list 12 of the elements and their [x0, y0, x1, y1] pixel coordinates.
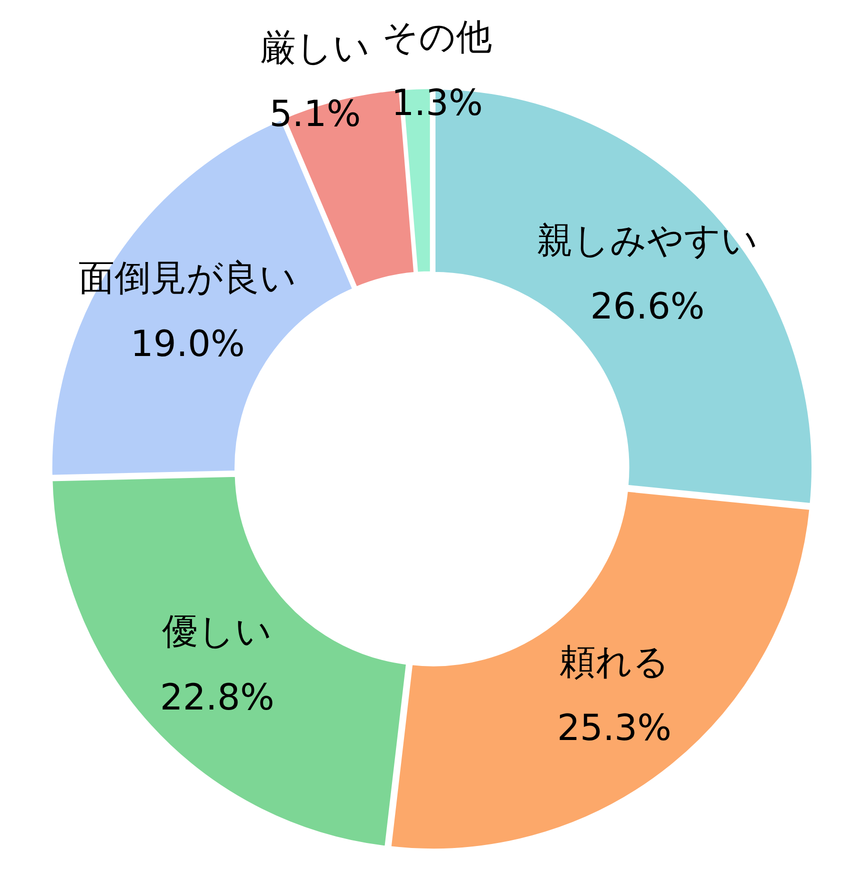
data-label: 26.6%: [590, 286, 705, 328]
slice-label: 頼れる: [559, 642, 670, 683]
data-label: 25.3%: [557, 708, 672, 749]
data-label: 22.8%: [160, 677, 274, 718]
data-label: 1.3%: [391, 82, 483, 124]
slice-label: 面倒見が良い: [78, 258, 297, 299]
slice-label: 優しい: [162, 611, 272, 652]
slice-label: その他: [382, 16, 492, 58]
slice-label: 厳しい: [260, 28, 370, 70]
data-label: 5.1%: [269, 94, 361, 136]
slice-label: 親しみやすい: [536, 220, 758, 262]
data-label: 19.0%: [130, 324, 245, 365]
